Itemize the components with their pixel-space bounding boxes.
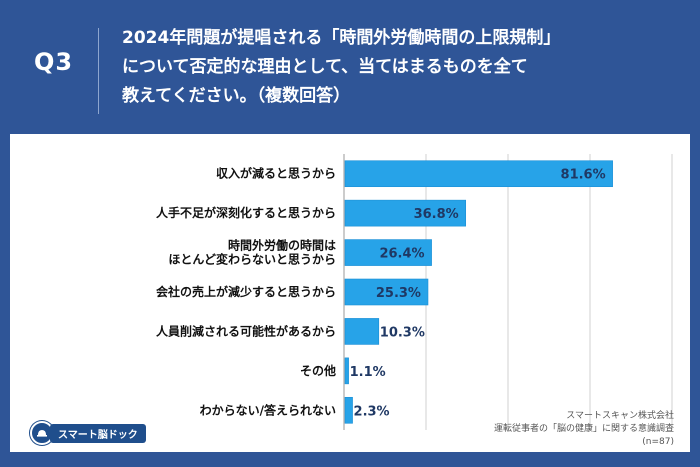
question-line-2: について否定的な理由として、当てはまるものを全て (122, 57, 528, 77)
question-number: Q3 (34, 48, 74, 76)
bar-6 (344, 396, 353, 424)
category-label-5: その他 (300, 363, 336, 378)
bar-0 (344, 160, 613, 188)
category-label-4: 人員削減される可能性があるから (156, 323, 336, 338)
bar-5 (344, 357, 349, 385)
value-label-2: 26.4% (379, 247, 424, 262)
value-label-5: 1.1% (350, 365, 386, 380)
category-label-2: 時間外労働の時間はほとんど変わらないと思うから (168, 238, 336, 267)
category-label-3: 会社の売上が減少すると思うから (156, 284, 336, 299)
chart-card: 収入が減ると思うから 81.6% 人手不足が深刻化すると思うから 36.8% 時間外労働… (10, 134, 690, 452)
value-label-0: 81.6% (561, 168, 606, 183)
brand-logo: スマート脳ドック (30, 421, 146, 445)
source-company: スマートスキャン株式会社 (566, 411, 674, 421)
value-label-4: 10.3% (380, 325, 425, 340)
category-label-6: わからない/答えられない (200, 402, 336, 417)
question-line-3: 教えてください。（複数回答） (122, 86, 351, 106)
source-sample: (n=87) (642, 437, 674, 447)
source-note: スマートスキャン株式会社 運転従事者の「脳の健康」に関する意識調査 (n=87) (414, 410, 674, 449)
logo-text: スマート脳ドック (50, 423, 146, 443)
bar-1 (344, 199, 467, 227)
bar-3 (344, 278, 429, 306)
question-header: Q3 2024年問題が提唱される「時間外労働時間の上限規制」 について否定的な理… (0, 0, 700, 124)
category-label-0: 収入が減ると思うから (216, 166, 336, 181)
bar-chart: 収入が減ると思うから 81.6% 人手不足が深刻化すると思うから 36.8% 時間外労働… (156, 154, 673, 430)
header-divider (98, 28, 99, 114)
bar-4 (344, 318, 380, 345)
value-label-3: 25.3% (376, 286, 421, 301)
question-text: 2024年問題が提唱される「時間外労働時間の上限規制」 について否定的な理由とし… (122, 24, 682, 111)
value-label-1: 36.8% (414, 207, 459, 222)
source-survey: 運転従事者の「脳の健康」に関する意識調査 (493, 424, 674, 434)
question-line-1: 2024年問題が提唱される「時間外労働時間の上限規制」 (122, 28, 561, 48)
value-label-6: 2.3% (354, 404, 390, 419)
bar-2 (344, 239, 432, 266)
category-label-1: 人手不足が深刻化すると思うから (156, 205, 336, 220)
